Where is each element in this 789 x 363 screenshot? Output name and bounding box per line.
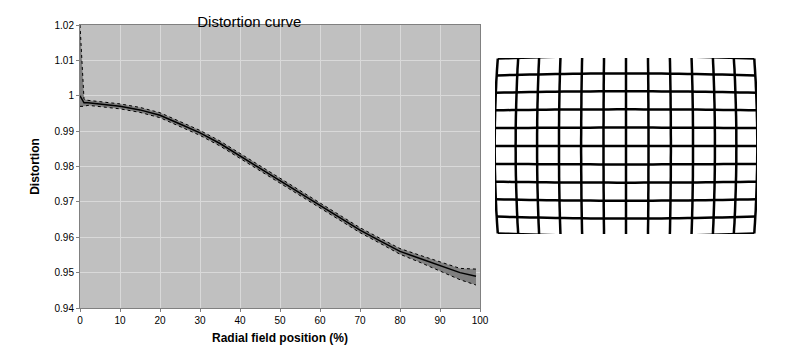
svg-text:50: 50	[274, 315, 286, 326]
svg-text:90: 90	[434, 315, 446, 326]
svg-text:Radial field position (%): Radial field position (%)	[212, 331, 348, 345]
svg-text:1: 1	[68, 90, 74, 101]
svg-text:70: 70	[354, 315, 366, 326]
svg-text:0.98: 0.98	[55, 161, 75, 172]
svg-text:Distortion curve: Distortion curve	[197, 13, 301, 30]
svg-text:0.94: 0.94	[55, 303, 75, 314]
svg-text:0.96: 0.96	[55, 232, 75, 243]
svg-text:80: 80	[394, 315, 406, 326]
svg-text:0.99: 0.99	[55, 126, 75, 137]
svg-text:1.02: 1.02	[55, 20, 75, 31]
svg-text:60: 60	[314, 315, 326, 326]
svg-text:20: 20	[154, 315, 166, 326]
svg-text:10: 10	[114, 315, 126, 326]
svg-text:100: 100	[472, 315, 489, 326]
svg-text:0: 0	[77, 315, 83, 326]
svg-text:0.97: 0.97	[55, 196, 75, 207]
svg-text:0.95: 0.95	[55, 267, 75, 278]
svg-text:40: 40	[234, 315, 246, 326]
svg-text:Distortion: Distortion	[28, 138, 42, 195]
svg-text:1.01: 1.01	[55, 55, 75, 66]
svg-text:30: 30	[194, 315, 206, 326]
